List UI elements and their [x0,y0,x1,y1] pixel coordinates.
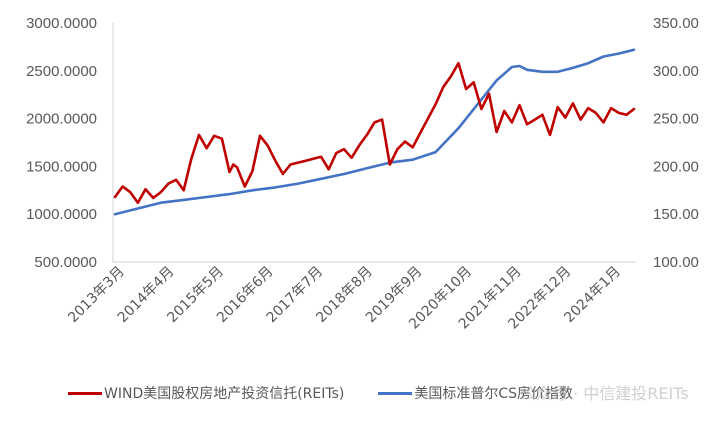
right-y-tick-label: 200.00 [653,158,699,175]
legend-swatch-red [68,391,102,395]
legend-swatch-blue [378,391,413,395]
watermark: 公众号 · 中信建投REITs [520,384,689,403]
right-y-axis-ticks: 350.00 300.00 250.00 200.00 150.00 100.00 [653,15,699,271]
x-axis-ticks: 2013年3月2014年4月2015年5月2016年6月2017年7月2018年… [65,264,624,333]
right-y-tick-label: 350.00 [653,15,699,32]
legend-item-reits: WIND美国股权房地产投资信托(REITs) [68,383,344,403]
left-y-tick-label: 500.0000 [34,254,97,271]
right-y-tick-label: 250.00 [653,111,699,128]
cs-home-price-index-line [113,48,636,216]
left-y-tick-label: 2500.0000 [26,63,97,80]
left-y-tick-label: 2000.0000 [26,111,97,128]
left-y-tick-label: 1500.0000 [26,158,97,175]
legend-label-reits: WIND美国股权房地产投资信托(REITs) [104,386,345,402]
right-y-tick-label: 150.00 [653,206,699,223]
right-y-tick-label: 100.00 [653,254,699,271]
left-y-axis-ticks: 3000.0000 2500.0000 2000.0000 1500.0000 1000… [26,15,97,271]
chart-legend: WIND美国股权房地产投资信托(REITs) 美国标准普尔CS房价指数 [68,383,607,403]
left-y-tick-label: 1000.0000 [26,206,97,223]
right-y-tick-label: 300.00 [653,63,699,80]
reits-index-line [113,61,636,204]
legend-item-cs-index: 美国标准普尔CS房价指数 [378,383,573,403]
left-y-tick-label: 3000.0000 [26,15,97,32]
legend-label-cs-index: 美国标准普尔CS房价指数 [414,386,574,402]
